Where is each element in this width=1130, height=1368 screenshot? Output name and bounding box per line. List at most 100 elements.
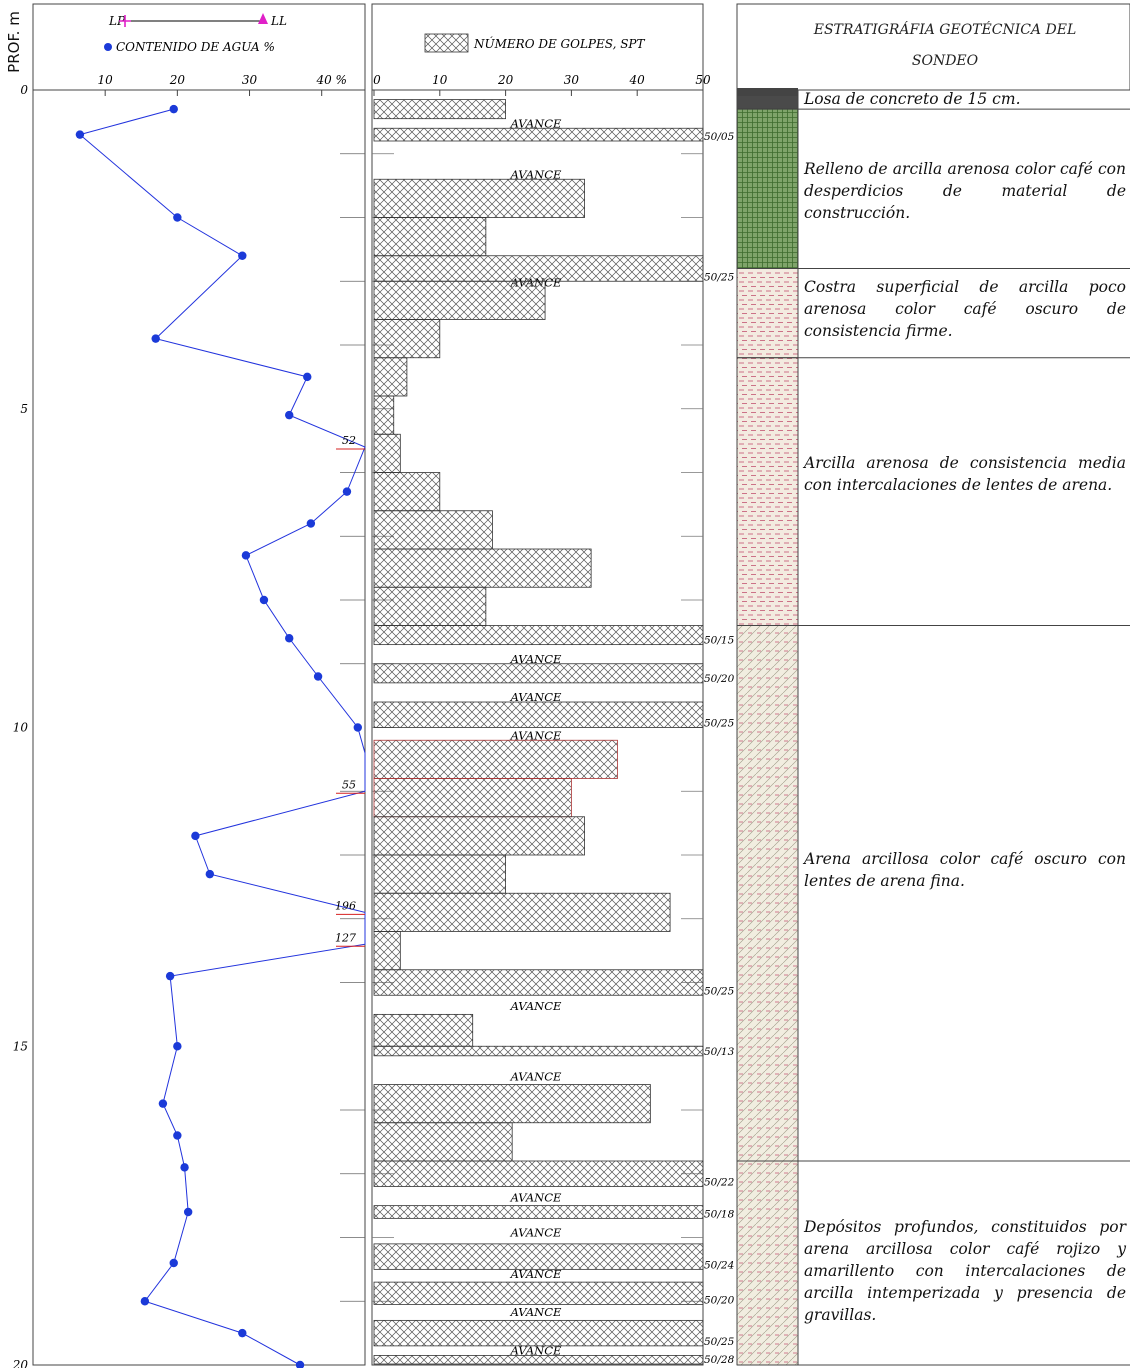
spt-bar — [373, 395, 395, 435]
spt-bar — [373, 739, 618, 779]
spt-bar — [373, 778, 572, 818]
water-content-point — [285, 634, 294, 643]
strat-title-line2: SONDEO — [912, 53, 979, 69]
spt-avance-label: AVANCE — [510, 652, 562, 666]
legend-water-dot-icon — [104, 43, 112, 51]
spt-avance-label: AVANCE — [510, 690, 562, 704]
spt-bar — [373, 1160, 704, 1187]
spt-refusal-note: 50/24 — [704, 1259, 734, 1271]
water-content-point — [342, 487, 352, 496]
water-tick-label: 20 — [169, 73, 186, 87]
strat-layer-description: Arcilla arenosa de consistencia media co… — [804, 454, 1126, 494]
spt-bar — [373, 892, 671, 932]
spt-bar — [373, 931, 401, 971]
strat-layer-fill — [736, 625, 799, 1162]
water-content-point — [158, 1099, 168, 1108]
spt-bar — [373, 1122, 513, 1162]
spt-refusal-note: 50/18 — [704, 1208, 735, 1220]
depth-label: 10 — [13, 721, 29, 735]
water-content-point — [183, 1207, 193, 1217]
spt-bar — [373, 548, 592, 588]
spt-bar — [373, 1045, 704, 1057]
spt-legend-label: NÚMERO DE GOLPES, SPT — [473, 35, 645, 51]
spt-refusal-note: 50/05 — [704, 131, 735, 143]
spt-tick-label: 30 — [564, 73, 580, 87]
spt-refusal-note: 50/20 — [704, 1294, 735, 1306]
spt-tick-label: 40 — [629, 73, 646, 87]
strat-layer-fill — [736, 1160, 799, 1366]
spt-tick-label: 20 — [497, 73, 514, 87]
legend-ll-triangle-icon — [258, 13, 268, 24]
spt-bar — [373, 586, 487, 626]
strat-title-line1: ESTRATIGRÁFIA GEOTÉCNICA DEL — [813, 20, 1077, 38]
water-content-point — [173, 1042, 182, 1051]
spt-legend-swatch — [424, 33, 469, 53]
water-content-point — [259, 595, 269, 605]
water-content-point — [241, 551, 251, 560]
strat-layer-description: Relleno de arcilla arenosa color café co… — [804, 160, 1126, 222]
spt-avance-label: AVANCE — [510, 999, 562, 1013]
spt-avance-label: AVANCE — [510, 167, 562, 181]
depth-label: 0 — [20, 83, 28, 97]
water-content-point — [353, 723, 362, 732]
water-content-point — [306, 519, 316, 528]
water-content-point — [238, 1328, 247, 1338]
spt-bar — [373, 433, 401, 473]
depth-label: 20 — [12, 1358, 29, 1368]
spt-bar — [373, 217, 487, 257]
legend-water-label: CONTENIDO DE AGUA % — [116, 40, 275, 54]
spt-tick-label: 10 — [432, 73, 448, 87]
water-content-point — [151, 334, 160, 343]
spt-bar — [373, 1243, 704, 1270]
spt-refusal-note: 50/28 — [704, 1354, 735, 1366]
spt-refusal-note: 50/20 — [704, 673, 735, 685]
water-tick-label: 10 — [98, 73, 114, 87]
spt-bar — [373, 319, 441, 359]
spt-bar — [373, 1084, 651, 1124]
spt-avance-label: AVANCE — [510, 1267, 562, 1281]
spt-bar — [373, 701, 704, 728]
strat-layer-description: Costra superficial de arcilla poco areno… — [804, 278, 1126, 340]
spt-refusal-note: 50/25 — [704, 718, 735, 730]
spt-avance-label: AVANCE — [510, 116, 562, 130]
spt-refusal-note: 50/25 — [704, 1336, 735, 1348]
spt-bar — [373, 1319, 704, 1347]
spt-bar — [373, 1355, 704, 1365]
spt-bar — [373, 178, 585, 218]
spt-refusal-note: 50/25 — [704, 271, 735, 283]
water-content-point — [303, 372, 312, 382]
water-content-point — [191, 831, 200, 841]
depth-labels: 0 5 10 15 20 — [12, 83, 29, 1368]
strat-layer-fill — [736, 108, 799, 269]
spt-tick-label: 0 — [373, 73, 381, 87]
spt-tick-labels: 0 10 20 30 40 50 — [373, 73, 711, 96]
water-content-point — [295, 1360, 305, 1368]
spt-panel-frame — [371, 3, 704, 1366]
legend-ll-label: LL — [270, 14, 287, 28]
legend-lp-label: LP — [108, 14, 126, 28]
spt-bar — [373, 280, 546, 320]
offscale-value-label: 196 — [335, 899, 356, 912]
spt-avance-label: AVANCE — [510, 1305, 562, 1319]
spt-refusal-note: 50/13 — [704, 1046, 735, 1058]
strat-layer-description: Arena arcillosa color café oscuro con le… — [804, 850, 1126, 890]
spt-avance-label: AVANCE — [510, 1190, 562, 1204]
strat-layer-description: Losa de concreto de 15 cm. — [804, 90, 1021, 108]
water-content-point — [140, 1297, 150, 1306]
spt-bar — [373, 99, 507, 120]
water-tick-labels: 10 20 30 40 % — [98, 73, 347, 96]
spt-bar — [373, 816, 585, 856]
spt-bar — [373, 1013, 474, 1047]
panel-stratigraphy: ESTRATIGRÁFIA GEOTÉCNICA DEL SONDEO — [736, 3, 1130, 1366]
spt-avance-label: AVANCE — [510, 1069, 562, 1083]
spt-tick-label: 50 — [695, 73, 711, 87]
legend-lp-plus-icon — [119, 15, 131, 27]
water-panel-frame — [32, 3, 366, 1366]
water-content-point — [169, 1258, 178, 1268]
depth-axis-title: PROF. m — [5, 11, 23, 73]
water-tick-label: 30 — [242, 73, 258, 87]
spt-bars: AVANCE 50/05 AVANCE 50/25 AVANCE 50/15 AVANCE 5… — [373, 99, 735, 1366]
depth-label: 5 — [20, 402, 28, 416]
spt-bar — [373, 510, 493, 550]
